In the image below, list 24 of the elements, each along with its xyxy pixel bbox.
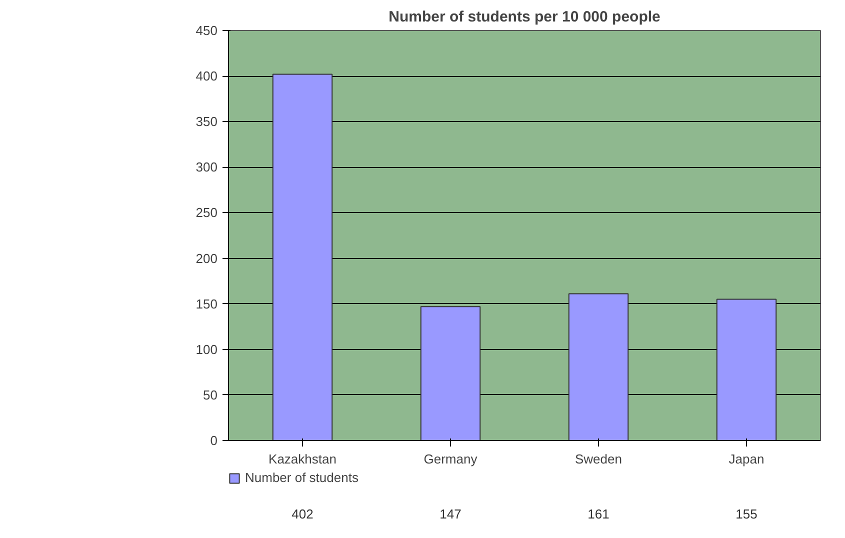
data-label: 155 (736, 506, 758, 522)
y-tick-label: 0 (210, 433, 218, 448)
y-tick-label: 50 (203, 387, 218, 402)
legend-label: Number of students (245, 470, 358, 485)
y-tick-label: 150 (196, 296, 218, 312)
data-label: 147 (440, 506, 462, 522)
bar (716, 298, 777, 440)
y-tick-label: 250 (196, 205, 218, 220)
x-tick-label: Sweden (575, 452, 622, 466)
y-tick-label: 350 (196, 114, 218, 130)
data-label: 161 (588, 506, 610, 522)
bar (420, 306, 481, 440)
data-label: 402 (292, 506, 314, 522)
bar (272, 74, 333, 440)
y-tick-label: 300 (196, 160, 218, 175)
x-tick-label: Japan (728, 452, 764, 466)
y-tick-label: 400 (196, 68, 218, 84)
x-tick-label: Germany (424, 452, 478, 466)
x-tick-label: Kazakhstan (268, 452, 336, 466)
chart-title: Number of students per 10 000 people (388, 8, 660, 26)
y-tick-label: 100 (196, 342, 218, 357)
bar (568, 293, 629, 440)
y-tick-label: 200 (196, 250, 218, 266)
y-tick-label: 450 (196, 23, 218, 38)
